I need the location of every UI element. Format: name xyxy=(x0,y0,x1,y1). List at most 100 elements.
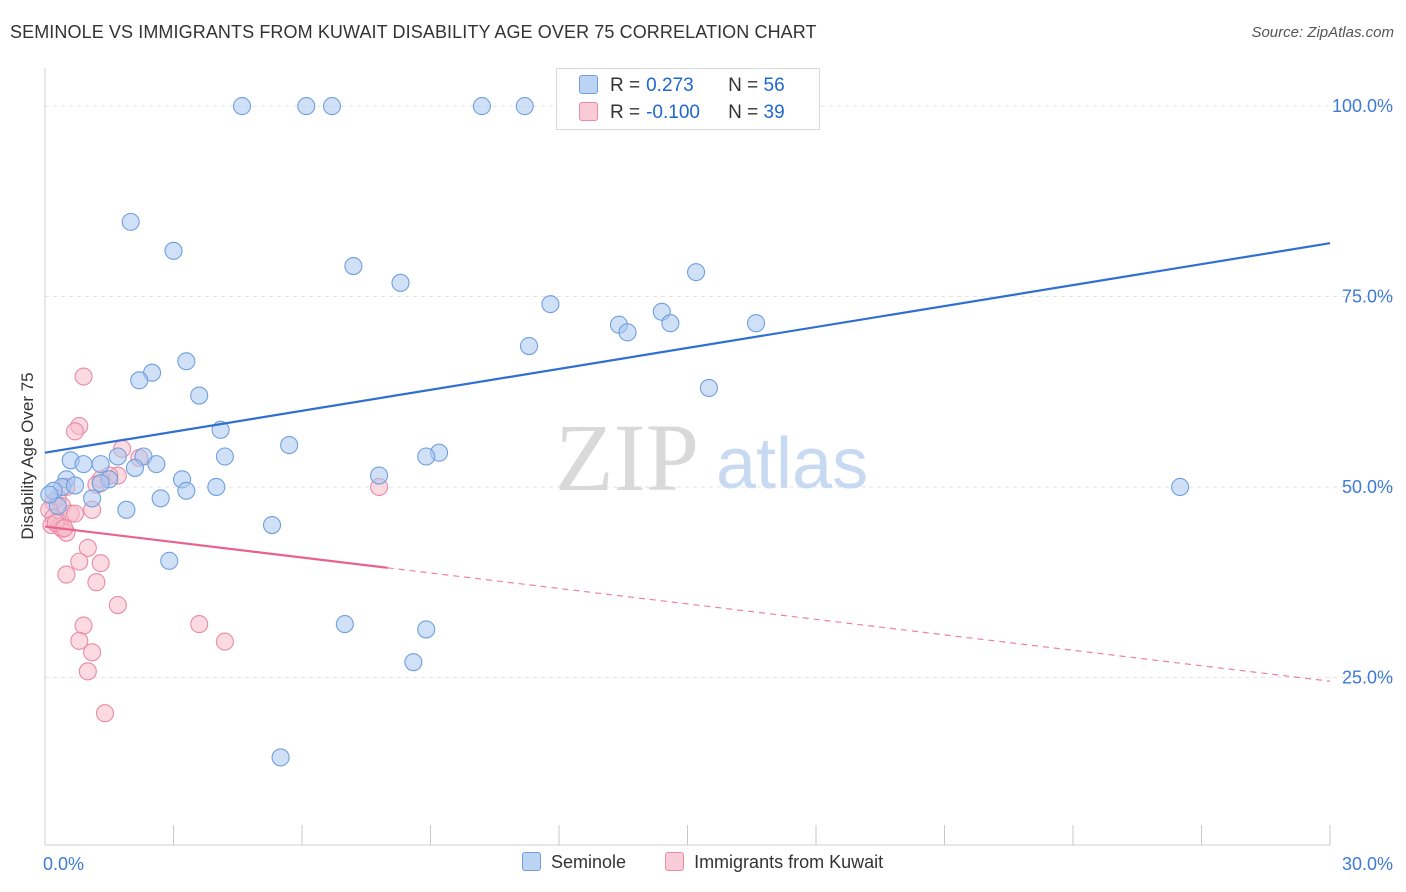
seminole-point[interactable] xyxy=(746,314,766,333)
seminole-point[interactable] xyxy=(125,458,144,477)
watermark: ZIP atlas xyxy=(555,404,868,511)
source-label: Source: ZipAtlas.com xyxy=(1251,24,1394,41)
seminole-point[interactable] xyxy=(74,455,93,474)
stats-row-seminole: R = 0.273 N = 56 xyxy=(579,73,785,99)
seminole-point[interactable] xyxy=(262,516,282,535)
tick-labels: 25.0% 50.0% 75.0% 100.0% 0.0% 30.0% xyxy=(43,96,1393,874)
seminole-point[interactable] xyxy=(618,323,637,342)
stats-r-value: 0.273 xyxy=(646,75,694,96)
seminole-point[interactable] xyxy=(190,386,209,405)
seminole-point[interactable] xyxy=(541,295,560,314)
y-tick-label: 100.0% xyxy=(1332,96,1393,116)
y-tick-label: 75.0% xyxy=(1342,287,1393,307)
seminole-point[interactable] xyxy=(160,551,179,570)
watermark-zip: ZIP xyxy=(555,404,699,511)
seminole-point[interactable] xyxy=(121,212,140,231)
seminole-point[interactable] xyxy=(177,481,196,500)
kuwait-point[interactable] xyxy=(74,616,93,635)
seminole-point[interactable] xyxy=(280,436,299,455)
seminole-point[interactable] xyxy=(271,748,290,767)
seminole-legend-swatch xyxy=(522,852,541,871)
stats-r-value: -0.100 xyxy=(646,102,700,123)
kuwait-points xyxy=(40,367,389,723)
seminole-point[interactable] xyxy=(344,257,363,276)
stats-row-kuwait: R = -0.100 N = 39 xyxy=(579,100,785,126)
x-tick-label: 30.0% xyxy=(1342,854,1393,874)
seminole-point[interactable] xyxy=(207,477,226,497)
kuwait-point[interactable] xyxy=(190,615,209,634)
seminole-point[interactable] xyxy=(335,615,354,634)
stats-r-label: R = xyxy=(610,102,641,123)
stats-n-label: N = xyxy=(728,75,759,96)
kuwait-trend-line-extension xyxy=(387,567,1331,682)
kuwait-point[interactable] xyxy=(74,367,93,386)
legend-item-seminole[interactable]: Seminole xyxy=(522,852,626,873)
seminole-point[interactable] xyxy=(1171,477,1190,497)
seminole-point[interactable] xyxy=(687,263,706,282)
seminole-point[interactable] xyxy=(117,500,136,519)
kuwait-point[interactable] xyxy=(65,422,85,441)
chart-title: SEMINOLE VS IMMIGRANTS FROM KUWAIT DISAB… xyxy=(10,22,817,42)
seminole-point[interactable] xyxy=(91,455,110,474)
kuwait-point[interactable] xyxy=(65,504,85,523)
seminole-point[interactable] xyxy=(40,485,59,504)
seminole-point[interactable] xyxy=(297,97,316,116)
seminole-swatch xyxy=(579,75,598,94)
legend-label-kuwait: Immigrants from Kuwait xyxy=(694,852,884,872)
kuwait-trend-line xyxy=(44,525,388,569)
x-tick-label: 0.0% xyxy=(43,854,84,874)
seminole-points xyxy=(40,97,1190,767)
kuwait-point[interactable] xyxy=(78,538,97,557)
seminole-point[interactable] xyxy=(519,336,539,356)
seminole-point[interactable] xyxy=(108,447,127,466)
stats-n-value: 39 xyxy=(763,102,785,123)
seminole-point[interactable] xyxy=(370,466,389,485)
seminole-point[interactable] xyxy=(417,620,436,639)
axes-layer xyxy=(44,68,1331,846)
stats-r-label: R = xyxy=(610,75,641,96)
seminole-point[interactable] xyxy=(215,447,234,466)
seminole-point[interactable] xyxy=(699,378,718,397)
seminole-point[interactable] xyxy=(472,97,491,116)
kuwait-point[interactable] xyxy=(57,565,76,584)
kuwait-point[interactable] xyxy=(70,552,89,571)
kuwait-point[interactable] xyxy=(108,595,127,615)
kuwait-point[interactable] xyxy=(87,573,106,592)
kuwait-point[interactable] xyxy=(95,704,115,723)
kuwait-point[interactable] xyxy=(70,631,89,650)
kuwait-point[interactable] xyxy=(91,554,110,573)
seminole-point[interactable] xyxy=(147,455,166,474)
grid-layer xyxy=(45,105,1395,678)
seminole-point[interactable] xyxy=(322,97,342,116)
legend-label-seminole: Seminole xyxy=(551,852,627,872)
seminole-point[interactable] xyxy=(130,371,149,390)
kuwait-point[interactable] xyxy=(215,632,234,651)
seminole-point[interactable] xyxy=(391,273,410,292)
seminole-point[interactable] xyxy=(661,314,680,333)
seminole-point[interactable] xyxy=(177,352,196,371)
seminole-point[interactable] xyxy=(164,241,183,260)
seminole-point[interactable] xyxy=(151,489,170,508)
seminole-point[interactable] xyxy=(83,489,102,508)
trend-lines xyxy=(44,242,1331,682)
kuwait-legend-swatch xyxy=(665,852,685,871)
stats-legend: R = 0.273 N = 56 R = -0.100 N = 39 xyxy=(556,68,820,130)
seminole-point[interactable] xyxy=(515,97,534,116)
stats-n-value: 56 xyxy=(763,75,785,96)
seminole-trend-line xyxy=(44,242,1331,454)
y-tick-label: 25.0% xyxy=(1342,667,1393,687)
series-legend: Seminole Immigrants from Kuwait xyxy=(522,852,917,878)
seminole-point[interactable] xyxy=(65,476,85,495)
seminole-point[interactable] xyxy=(404,653,423,672)
legend-item-kuwait[interactable]: Immigrants from Kuwait xyxy=(665,852,883,873)
kuwait-point[interactable] xyxy=(83,643,102,662)
y-axis-title: Disability Age Over 75 xyxy=(18,372,37,540)
seminole-point[interactable] xyxy=(232,97,252,116)
y-tick-label: 50.0% xyxy=(1342,477,1393,497)
seminole-point[interactable] xyxy=(417,447,436,466)
seminole-point[interactable] xyxy=(91,474,110,493)
watermark-atlas: atlas xyxy=(716,424,868,504)
kuwait-swatch xyxy=(579,102,598,121)
kuwait-point[interactable] xyxy=(78,662,97,681)
